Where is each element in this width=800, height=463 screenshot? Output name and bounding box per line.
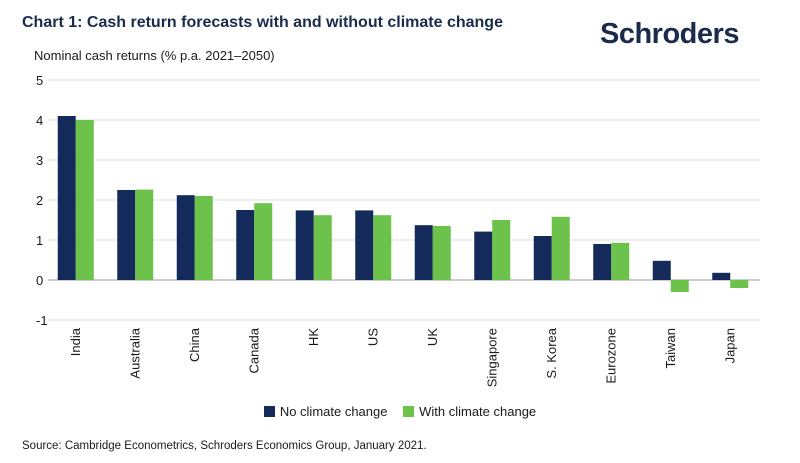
- x-tick-label: India: [68, 327, 83, 356]
- bar-no-climate-change: [295, 210, 314, 280]
- bar-no-climate-change: [652, 260, 671, 280]
- y-tick-label: 5: [36, 73, 43, 88]
- bar-chart: 5 4 3 2 1 0 -1 India Australia China Canada HK US UK S…: [36, 73, 760, 387]
- bar-no-climate-change: [712, 272, 731, 280]
- legend-label-with-climate-change: With climate change: [419, 404, 537, 419]
- bar-with-climate-change: [551, 216, 570, 280]
- bar-with-climate-change: [135, 189, 154, 280]
- legend-swatch-no-climate-change: [263, 406, 275, 417]
- schroders-logo: Schroders: [600, 18, 739, 50]
- x-tick-label: Japan: [722, 328, 737, 363]
- bar-with-climate-change: [313, 215, 332, 280]
- y-tick-label: 4: [36, 113, 43, 128]
- bar-no-climate-change: [176, 195, 195, 280]
- x-tick-label: Canada: [246, 327, 261, 373]
- bar-with-climate-change: [432, 226, 451, 280]
- x-tick-label: US: [365, 328, 380, 346]
- x-tick-label: S. Korea: [544, 327, 559, 378]
- x-tick-label: Australia: [127, 327, 142, 378]
- bar-no-climate-change: [474, 231, 493, 280]
- legend: No climate change With climate change: [0, 404, 800, 420]
- bar-no-climate-change: [355, 210, 374, 280]
- bar-no-climate-change: [533, 236, 552, 280]
- bar-with-climate-change: [492, 220, 511, 280]
- y-tick-label: 0: [36, 273, 43, 288]
- x-tick-label: UK: [425, 328, 440, 346]
- chart-title: Chart 1: Cash return forecasts with and …: [22, 14, 503, 31]
- source-note: Source: Cambridge Econometrics, Schroder…: [22, 440, 427, 452]
- bar-with-climate-change: [730, 280, 749, 288]
- x-tick-label: Taiwan: [663, 328, 678, 368]
- x-tick-label: China: [187, 327, 202, 362]
- legend-swatch-with-climate-change: [403, 406, 415, 417]
- legend-label-no-climate-change: No climate change: [279, 404, 388, 419]
- bar-with-climate-change: [670, 280, 689, 292]
- y-tick-label: -1: [36, 313, 48, 328]
- x-tick-label: HK: [306, 328, 321, 346]
- x-tick-label: Eurozone: [603, 328, 618, 384]
- bar-with-climate-change: [611, 242, 630, 280]
- bar-no-climate-change: [414, 225, 433, 280]
- x-tick-label: Singapore: [484, 328, 499, 387]
- y-tick-label: 3: [36, 153, 43, 168]
- bar-no-climate-change: [57, 116, 76, 280]
- bar-with-climate-change: [373, 215, 392, 280]
- y-tick-label: 2: [36, 193, 43, 208]
- bar-with-climate-change: [75, 120, 94, 280]
- bar-no-climate-change: [593, 244, 612, 280]
- legend-item-no-climate-change: No climate change: [263, 404, 388, 419]
- bar-no-climate-change: [236, 210, 255, 280]
- y-tick-label: 1: [36, 233, 43, 248]
- y-axis-label: Nominal cash returns (% p.a. 2021–2050): [34, 48, 275, 63]
- bar-no-climate-change: [117, 190, 136, 280]
- bar-with-climate-change: [194, 196, 213, 280]
- bar-with-climate-change: [254, 203, 273, 280]
- legend-item-with-climate-change: With climate change: [403, 404, 536, 419]
